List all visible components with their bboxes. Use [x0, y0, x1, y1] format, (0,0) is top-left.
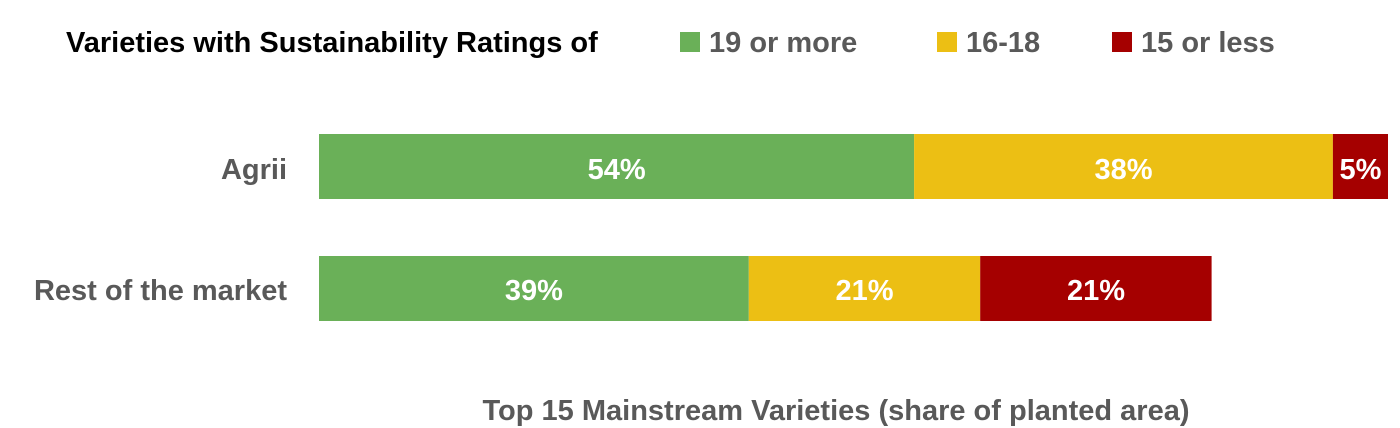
legend-label-1: 19 or more — [709, 27, 857, 59]
bars: 54% 38% 5% 39% 21% 21% — [319, 134, 1388, 321]
data-label-2-3: 21% — [1067, 275, 1125, 307]
legend: Varieties with Sustainability Ratings of… — [66, 27, 1275, 59]
category-label-2: Rest of the market — [34, 275, 287, 307]
data-label-2-2: 21% — [835, 275, 893, 307]
data-label-2-1: 39% — [505, 275, 563, 307]
legend-label-3: 15 or less — [1141, 27, 1275, 59]
bar-2-1 — [319, 256, 749, 321]
x-axis-title: Top 15 Mainstream Varieties (share of pl… — [483, 395, 1190, 427]
bar-1-1 — [319, 134, 915, 199]
category-axis: Agrii Rest of the market — [34, 154, 287, 307]
data-label-1-1: 54% — [588, 154, 646, 186]
legend-swatch-2 — [937, 32, 957, 52]
bar-2-2 — [748, 256, 981, 321]
bar-1-2 — [914, 134, 1333, 199]
legend-label-2: 16-18 — [966, 27, 1040, 59]
bar-1-3 — [1332, 134, 1388, 199]
legend-title: Varieties with Sustainability Ratings of — [66, 27, 598, 59]
bar-2-3 — [980, 256, 1212, 321]
data-label-1-3: 5% — [1339, 154, 1381, 186]
data-label-1-2: 38% — [1094, 154, 1152, 186]
legend-swatch-3 — [1112, 32, 1132, 52]
legend-swatch-1 — [680, 32, 700, 52]
category-label-1: Agrii — [221, 154, 287, 186]
